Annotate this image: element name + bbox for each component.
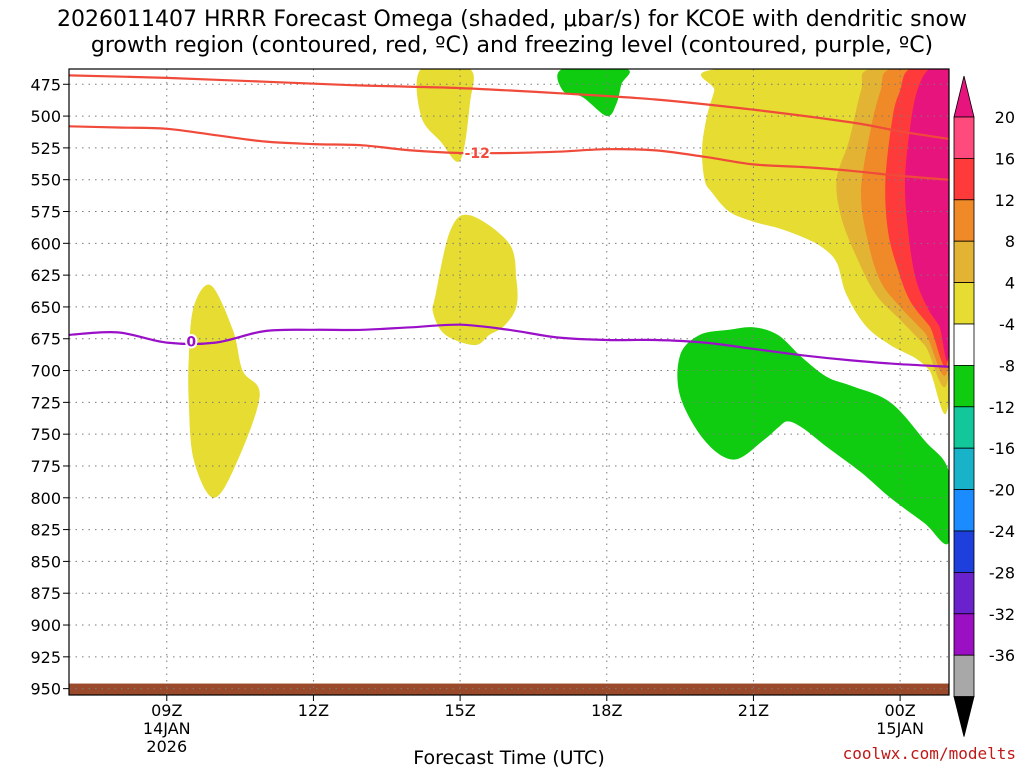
y-tick-label-550: 550 [30, 171, 61, 190]
colorbar-label-8: 8 [1005, 232, 1015, 251]
y-tick-label-775: 775 [30, 457, 61, 476]
y-tick-label-725: 725 [30, 393, 61, 412]
y-tick-label-750: 750 [30, 425, 61, 444]
y-tick-label-600: 600 [30, 234, 61, 253]
y-tick-label-650: 650 [30, 298, 61, 317]
x-tick-label-14JAN: 14JAN [143, 719, 191, 738]
colorbar-bin-3 [953, 240, 975, 283]
y-tick-label-800: 800 [30, 489, 61, 508]
colorbar-bottom-arrow [953, 696, 975, 737]
omega-pos-20-area [904, 69, 949, 362]
x-axis-title: Forecast Time (UTC) [413, 747, 604, 768]
y-axis-tick-labels: 475 500 525 550 575 600 625 650 675 700 725 750 775 8… [30, 75, 69, 699]
colorbar-top-arrow [953, 75, 975, 118]
colorbar-label-4: 4 [1005, 274, 1015, 293]
colorbar-bin-11 [953, 572, 975, 615]
y-tick-label-850: 850 [30, 552, 61, 571]
colorbar-label--16: -16 [989, 439, 1015, 458]
colorbar-label--28: -28 [989, 563, 1015, 582]
y-tick-label-575: 575 [30, 203, 61, 222]
colorbar-bin-4 [953, 282, 975, 325]
colorbar-bin-13 [953, 654, 975, 698]
site-credit: coolwx.com/modelts [843, 744, 1016, 763]
colorbar-label-20: 20 [995, 108, 1015, 127]
x-tick-label-18Z: 18Z [591, 701, 622, 720]
omega-colorbar: 20 16 12 8 4 -4 -8 -12 -16 -20 -24 -28 -32 -36 [953, 75, 1015, 737]
omega-pos-4-area-c [432, 214, 518, 346]
omega-pos-4-area-b [188, 284, 260, 498]
y-tick-label-625: 625 [30, 266, 61, 285]
omega-pos-4-area-a [416, 69, 474, 162]
colorbar-bin-12 [953, 613, 975, 656]
colorbar-label--4: -4 [999, 315, 1015, 334]
colorbar-bin-6 [953, 364, 975, 408]
y-tick-label-900: 900 [30, 616, 61, 635]
plot-frame [68, 68, 950, 696]
colorbar-label--36: -36 [989, 646, 1015, 665]
y-tick-label-825: 825 [30, 521, 61, 540]
x-tick-label-15Z: 15Z [444, 701, 475, 720]
x-tick-label-00Z: 00Z [884, 701, 915, 720]
colorbar-label--12: -12 [989, 398, 1015, 417]
contour-label-minus-12: -12 [465, 146, 490, 162]
contour-lines-layer: -12 0 [69, 74, 949, 368]
colorbar-label--20: -20 [989, 481, 1015, 500]
omega-shading-layer [69, 69, 949, 695]
colorbar-label-16: 16 [995, 149, 1015, 168]
dotted-grid [69, 69, 949, 695]
y-tick-label-500: 500 [30, 107, 61, 126]
omega-neg-4-area-a [557, 69, 630, 117]
x-tick-label-2026: 2026 [146, 737, 187, 756]
y-tick-label-925: 925 [30, 648, 61, 667]
x-tick-label-21Z: 21Z [738, 701, 769, 720]
colorbar-label--32: -32 [989, 605, 1015, 624]
y-tick-label-700: 700 [30, 362, 61, 381]
y-tick-label-675: 675 [30, 330, 61, 349]
colorbar-bin-10 [953, 530, 975, 573]
colorbar-label--24: -24 [989, 522, 1015, 541]
colorbar-label-12: 12 [995, 191, 1015, 210]
surface-terrain-band [69, 683, 949, 695]
x-tick-label-12Z: 12Z [298, 701, 329, 720]
y-tick-label-475: 475 [30, 75, 61, 94]
omega-neg-4-area-b [677, 327, 949, 545]
colorbar-label--8: -8 [999, 356, 1015, 375]
y-tick-label-950: 950 [30, 680, 61, 699]
chart-title-line-2: growth region (contoured, red, ºC) and f… [91, 33, 933, 58]
colorbar-bin-9 [953, 489, 975, 532]
colorbar-bin-0 [953, 116, 975, 159]
colorbar-bin-7 [953, 406, 975, 449]
colorbar-bin-5 [953, 323, 975, 366]
colorbar-bin-1 [953, 157, 975, 201]
chart-title-line-1: 2026011407 HRRR Forecast Omega (shaded, … [57, 7, 967, 32]
contour-line-1 [69, 125, 949, 181]
contour-label-zero: 0 [186, 334, 196, 350]
x-tick-label-09Z: 09Z [151, 701, 182, 720]
y-tick-label-525: 525 [30, 139, 61, 158]
colorbar-bin-8 [953, 447, 975, 491]
x-tick-label-15JAN: 15JAN [876, 719, 924, 738]
y-tick-label-875: 875 [30, 584, 61, 603]
contour-line-0 [69, 74, 949, 141]
contour-line-2 [69, 323, 949, 368]
colorbar-bin-2 [953, 199, 975, 242]
